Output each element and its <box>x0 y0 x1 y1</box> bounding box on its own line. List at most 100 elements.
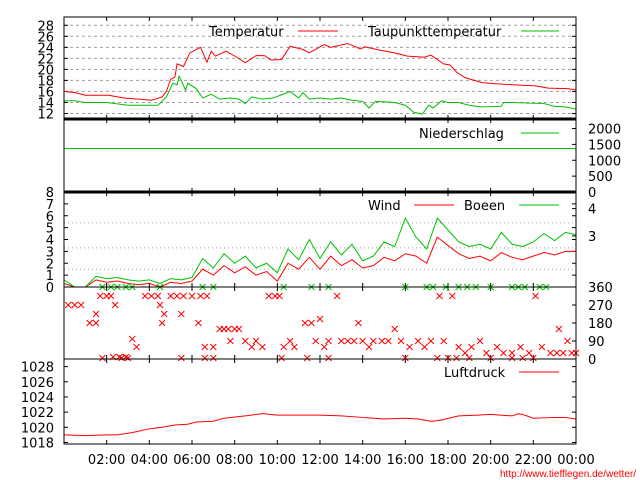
y-right-tick-label: 2000 <box>588 123 621 138</box>
x-tick-label: 18:00 <box>429 453 466 468</box>
panel-frame-pressure <box>63 358 577 445</box>
winddir-point <box>227 337 234 345</box>
winddir-point <box>333 292 341 300</box>
series-line-boeen <box>63 216 577 288</box>
winddir-point <box>92 319 100 327</box>
winddir-point <box>209 343 217 351</box>
winddir-point <box>433 354 441 362</box>
y-right-tick-label: 270 <box>588 299 613 314</box>
winddir-point <box>224 325 232 333</box>
y-tick-label: 18 <box>37 74 54 89</box>
winddir-point <box>378 337 386 345</box>
winddir-point <box>468 343 475 351</box>
y-right-tick-label: 1500 <box>588 138 621 153</box>
winddir-point <box>64 301 72 309</box>
winddir-point <box>401 354 409 362</box>
winddir-point <box>493 343 501 351</box>
winddir-point <box>369 337 377 345</box>
y-right-tick-label: 0 <box>588 353 596 368</box>
winddir-point <box>141 292 149 300</box>
legend-boeen: Boeen <box>464 199 505 214</box>
winddir-point <box>303 354 311 362</box>
y-tick-label: 8 <box>46 186 54 201</box>
winddir-point <box>111 301 119 309</box>
winddir-point <box>538 343 546 351</box>
y-tick-label: 1028 <box>21 361 54 376</box>
winddir-point <box>350 337 358 345</box>
winddir-point <box>564 337 571 345</box>
winddir-point <box>86 319 93 327</box>
y-tick-label: 14 <box>37 96 54 111</box>
winddir-point <box>312 337 320 345</box>
winddir-point <box>500 349 507 357</box>
y-tick-label: 7 <box>46 198 54 213</box>
y-tick-label: 2 <box>46 257 54 272</box>
winddir-point <box>280 343 288 351</box>
legend-wind: Wind <box>368 199 401 214</box>
winddir-point <box>286 337 294 345</box>
winddir-point <box>201 343 209 351</box>
winddir-point <box>203 292 211 300</box>
winddir-point <box>465 354 473 362</box>
winddir-point <box>519 354 527 362</box>
y-tick-label: 3 <box>46 245 54 260</box>
winddir-point <box>180 292 187 300</box>
winddir-point <box>436 292 443 300</box>
winddir-point <box>529 354 537 362</box>
y-right-tick-label: 500 <box>588 170 613 185</box>
winddir-point <box>476 337 484 345</box>
winddir-point <box>99 354 106 362</box>
y-right-tick-label: 1000 <box>588 154 621 169</box>
winddir-point <box>252 337 260 345</box>
x-tick-label: 02:00 <box>88 453 125 468</box>
winddir-point <box>337 337 345 345</box>
winddir-point <box>128 335 136 343</box>
winddir-point <box>77 301 85 309</box>
winddir-point <box>154 292 162 300</box>
y-tick-label: 1026 <box>21 376 54 391</box>
winddir-point <box>158 319 166 327</box>
winddir-point <box>133 343 140 351</box>
winddir-point <box>555 325 563 333</box>
winddir-point <box>427 337 435 345</box>
winddir-point <box>325 337 332 345</box>
winddir-point <box>525 349 533 357</box>
x-tick-label: 00:00 <box>557 453 594 468</box>
panel-frame-winddir <box>63 286 577 360</box>
winddir-point <box>107 292 115 300</box>
winddir-point <box>188 292 196 300</box>
x-tick-label: 20:00 <box>472 453 509 468</box>
winddir-point <box>96 292 104 300</box>
winddir-point <box>320 343 328 351</box>
legend-luftdruck: Luftdruck <box>444 366 506 381</box>
winddir-point <box>167 292 175 300</box>
winddir-point <box>235 325 243 333</box>
winddir-point <box>359 337 367 345</box>
winddir-point <box>148 292 155 300</box>
y-right-tick-label: 0 <box>588 186 596 201</box>
y-right-tick-label: 360 <box>588 281 613 296</box>
y-tick-label: 24 <box>37 41 54 56</box>
source-url[interactable]: http://www.tiefflegen.de/wetter/ <box>500 469 636 480</box>
winddir-point <box>276 292 283 300</box>
winddir-point <box>259 343 266 351</box>
winddir-point <box>444 354 452 362</box>
x-tick-label: 14:00 <box>344 453 381 468</box>
winddir-point <box>118 354 125 362</box>
winddir-point <box>197 292 204 300</box>
winddir-point <box>301 319 309 327</box>
x-tick-label: 04:00 <box>131 453 168 468</box>
y-right-tick-label: 180 <box>588 317 613 332</box>
y-tick-label: 12 <box>37 107 54 122</box>
y-right-tick-label: 90 <box>588 335 605 350</box>
y-tick-label: 26 <box>37 30 54 45</box>
winddir-point <box>278 354 285 362</box>
winddir-point <box>316 315 324 323</box>
winddir-point <box>71 301 79 309</box>
winddir-point <box>160 310 168 318</box>
series-line-wind <box>63 236 576 288</box>
y-tick-label: 22 <box>37 52 54 67</box>
winddir-point <box>195 319 202 327</box>
winddir-point <box>344 337 352 345</box>
